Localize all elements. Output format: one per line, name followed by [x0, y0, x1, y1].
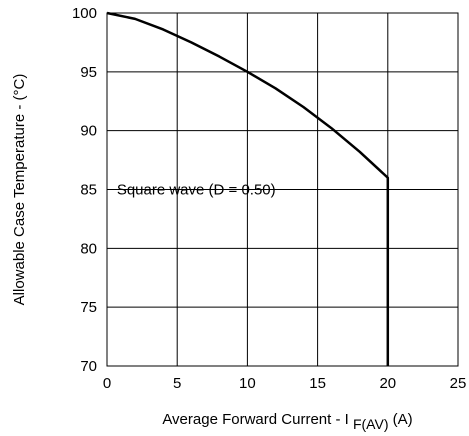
annotation-label: Square wave (D = 0.50): [117, 182, 276, 199]
series-group: [106, 11, 390, 366]
series-line: [106, 11, 390, 366]
x-tick-label: 20: [379, 375, 396, 392]
y-tick-labels: 70 75 80 85 90 95 100: [72, 5, 97, 375]
x-axis-label-subscript: F(AV): [353, 416, 389, 432]
y-tick-label: 75: [80, 299, 97, 316]
x-tick-label: 10: [239, 375, 256, 392]
x-tick-label: 5: [173, 375, 181, 392]
x-axis-label-unit: (A): [388, 411, 412, 428]
x-tick-label: 0: [103, 375, 111, 392]
x-tick-label: 15: [309, 375, 326, 392]
y-tick-label: 85: [80, 182, 97, 199]
x-tick-labels: 0 5 10 15 20 25: [103, 375, 467, 392]
y-tick-label: 80: [80, 240, 97, 257]
x-axis-label: Average Forward Current - I F(AV) (A): [162, 411, 412, 432]
y-tick-label: 70: [80, 358, 97, 375]
y-tick-label: 100: [72, 5, 97, 22]
y-axis-label: Allowable Case Temperature - (°C): [11, 74, 28, 306]
x-axis-label-main: Average Forward Current - I: [162, 411, 353, 428]
annotations: Square wave (D = 0.50): [117, 182, 276, 199]
y-tick-label: 95: [80, 64, 97, 81]
plot-frame: [106, 12, 459, 367]
y-tick-label: 90: [80, 123, 97, 140]
x-tick-label: 25: [450, 375, 467, 392]
